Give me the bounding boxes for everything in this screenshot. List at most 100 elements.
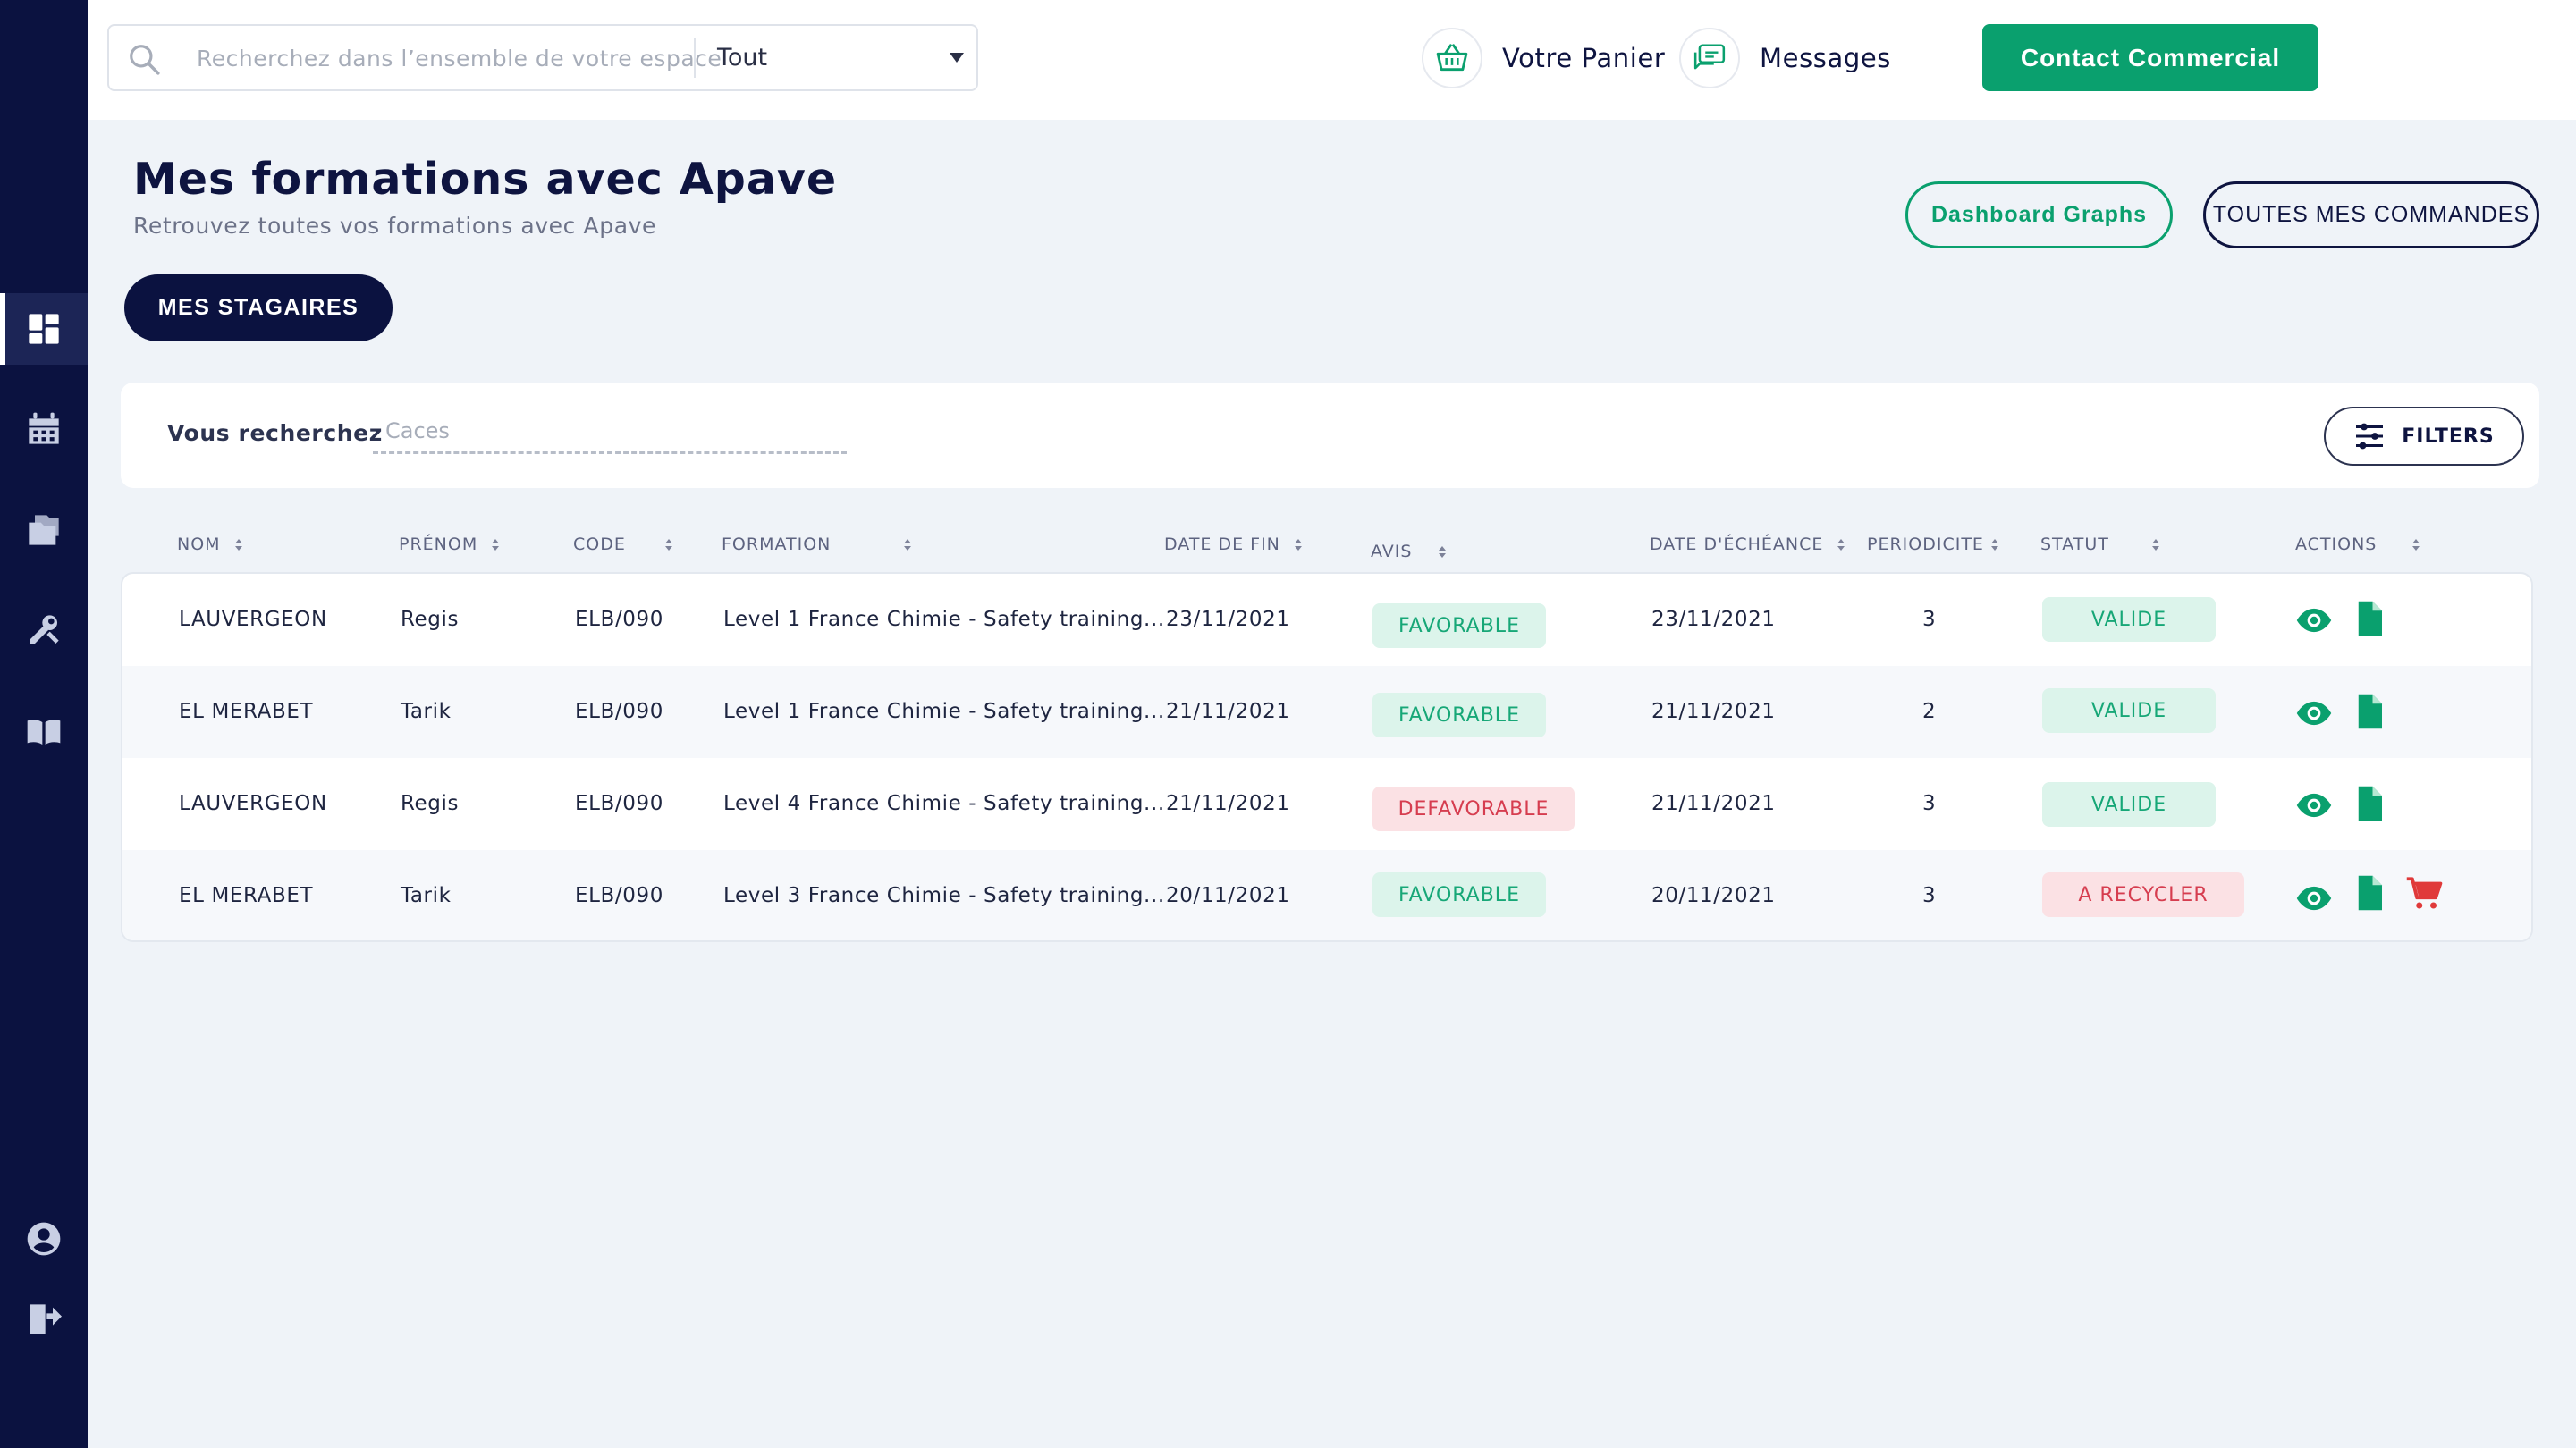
column-header-avis[interactable]: AVIS	[1371, 542, 1447, 561]
cell-prenom: Regis	[401, 608, 460, 631]
folders-icon	[29, 515, 59, 545]
document-action[interactable]	[2351, 600, 2388, 637]
filters-button[interactable]: FILTERS	[2324, 407, 2524, 466]
cell-nom: EL MERABET	[179, 884, 314, 907]
cart-label: Votre Panier	[1502, 43, 1666, 73]
avis-badge: DEFAVORABLE	[1372, 787, 1575, 831]
cell-echeance: 23/11/2021	[1651, 608, 1776, 631]
filter-label: Vous recherchez	[167, 420, 383, 446]
cell-echeance: 20/11/2021	[1651, 884, 1776, 907]
sidebar-item-documents[interactable]	[0, 494, 88, 566]
column-header-prenom[interactable]: PRÉNOM	[399, 535, 500, 554]
book-icon	[27, 720, 61, 745]
basket-icon	[1436, 44, 1468, 72]
sort-icon	[234, 538, 242, 551]
document-action[interactable]	[2351, 693, 2388, 730]
filters-label: FILTERS	[2402, 425, 2495, 448]
cart-icon	[2406, 877, 2443, 909]
eye-icon	[2296, 793, 2332, 818]
sort-icon	[1990, 538, 1998, 551]
cell-nom: LAUVERGEON	[179, 608, 327, 631]
sort-icon	[1294, 538, 1302, 551]
cell-date-fin: 21/11/2021	[1166, 792, 1290, 815]
column-header-nom[interactable]: NOM	[177, 535, 242, 554]
column-header-echeance[interactable]: DATE D'ÉCHÉANCE	[1650, 535, 1845, 554]
reorder-cart-action[interactable]	[2405, 874, 2443, 912]
messages-icon-circle	[1679, 28, 1740, 88]
my-trainees-button[interactable]: MES STAGAIRES	[124, 274, 393, 341]
view-action[interactable]	[2295, 787, 2333, 824]
cart-icon-circle	[1422, 28, 1482, 88]
cell-code: ELB/090	[575, 700, 663, 723]
column-header-statut[interactable]: STATUT	[2040, 535, 2159, 554]
sort-icon	[492, 538, 500, 551]
view-action[interactable]	[2295, 602, 2333, 639]
search-divider	[694, 38, 696, 78]
sidebar	[0, 0, 88, 1448]
cell-nom: LAUVERGEON	[179, 792, 327, 815]
sidebar-item-logout[interactable]	[0, 1284, 88, 1355]
messages-link[interactable]: Messages	[1679, 27, 1891, 89]
column-header-formation[interactable]: FORMATION	[722, 535, 912, 554]
cell-periodicite: 3	[1922, 884, 1937, 907]
all-orders-button[interactable]: TOUTES MES COMMANDES	[2203, 181, 2539, 248]
sort-icon	[2151, 538, 2159, 551]
tools-icon	[30, 615, 59, 644]
cell-prenom: Tarik	[401, 884, 452, 907]
contact-commercial-button[interactable]: Contact Commercial	[1982, 24, 2318, 91]
document-icon	[2358, 601, 2382, 636]
logout-icon	[30, 1304, 62, 1334]
cell-date-fin: 23/11/2021	[1166, 608, 1290, 631]
eye-icon	[2296, 701, 2332, 726]
page-title: Mes formations avec Apave	[133, 154, 838, 205]
avis-badge: FAVORABLE	[1372, 872, 1546, 917]
document-action[interactable]	[2351, 785, 2388, 822]
filter-panel: Vous recherchez Caces FILTERS	[121, 383, 2539, 488]
cell-echeance: 21/11/2021	[1651, 700, 1776, 723]
cell-periodicite: 3	[1922, 792, 1937, 815]
sidebar-item-calendar[interactable]	[0, 393, 88, 465]
cell-formation: Level 3 France Chimie - Safety training.…	[723, 884, 1165, 907]
sidebar-item-account[interactable]	[0, 1203, 88, 1275]
cell-periodicite: 2	[1922, 700, 1937, 723]
document-icon	[2358, 786, 2382, 821]
cell-formation: Level 1 France Chimie - Safety training.…	[723, 608, 1165, 631]
sort-icon	[1439, 545, 1447, 558]
sidebar-item-dashboard[interactable]	[0, 293, 88, 365]
table-row: EL MERABET Tarik ELB/090 Level 3 France …	[122, 850, 2531, 940]
cell-code: ELB/090	[575, 608, 663, 631]
avis-badge: FAVORABLE	[1372, 603, 1546, 648]
search-input[interactable]: Recherchez dans l’ensemble de votre espa…	[197, 46, 722, 72]
eye-icon	[2296, 608, 2332, 633]
column-header-actions[interactable]: ACTIONS	[2295, 535, 2420, 554]
document-icon	[2358, 875, 2382, 911]
sliders-icon	[2356, 423, 2384, 450]
cell-prenom: Regis	[401, 792, 460, 815]
sort-icon	[664, 538, 672, 551]
table-row: EL MERABET Tarik ELB/090 Level 1 France …	[122, 666, 2531, 758]
view-action[interactable]	[2295, 695, 2333, 732]
chat-icon	[1693, 44, 1726, 70]
statut-badge: A RECYCLER	[2042, 872, 2244, 917]
search-scope-select[interactable]: Tout	[717, 44, 768, 72]
sidebar-item-tools[interactable]	[0, 594, 88, 666]
calendar-icon	[29, 412, 59, 444]
column-header-periodicite[interactable]: PERIODICITE	[1867, 535, 1998, 554]
view-action[interactable]	[2295, 880, 2333, 917]
column-header-code[interactable]: CODE	[573, 535, 672, 554]
cell-prenom: Tarik	[401, 700, 452, 723]
chevron-down-icon[interactable]	[950, 53, 964, 63]
page-subtitle: Retrouvez toutes vos formations avec Apa…	[133, 213, 657, 239]
statut-badge: VALIDE	[2042, 782, 2216, 827]
cell-periodicite: 3	[1922, 608, 1937, 631]
cell-date-fin: 21/11/2021	[1166, 700, 1290, 723]
document-action[interactable]	[2351, 874, 2388, 912]
dashboard-graphs-button[interactable]: Dashboard Graphs	[1905, 181, 2173, 248]
cell-formation: Level 4 France Chimie - Safety training.…	[723, 792, 1165, 815]
sidebar-item-catalog[interactable]	[0, 695, 88, 767]
column-header-date-fin[interactable]: DATE DE FIN	[1164, 535, 1302, 554]
cell-code: ELB/090	[575, 884, 663, 907]
filter-search-input[interactable]: Caces	[373, 418, 847, 454]
cart-link[interactable]: Votre Panier	[1422, 27, 1665, 89]
cell-echeance: 21/11/2021	[1651, 792, 1776, 815]
